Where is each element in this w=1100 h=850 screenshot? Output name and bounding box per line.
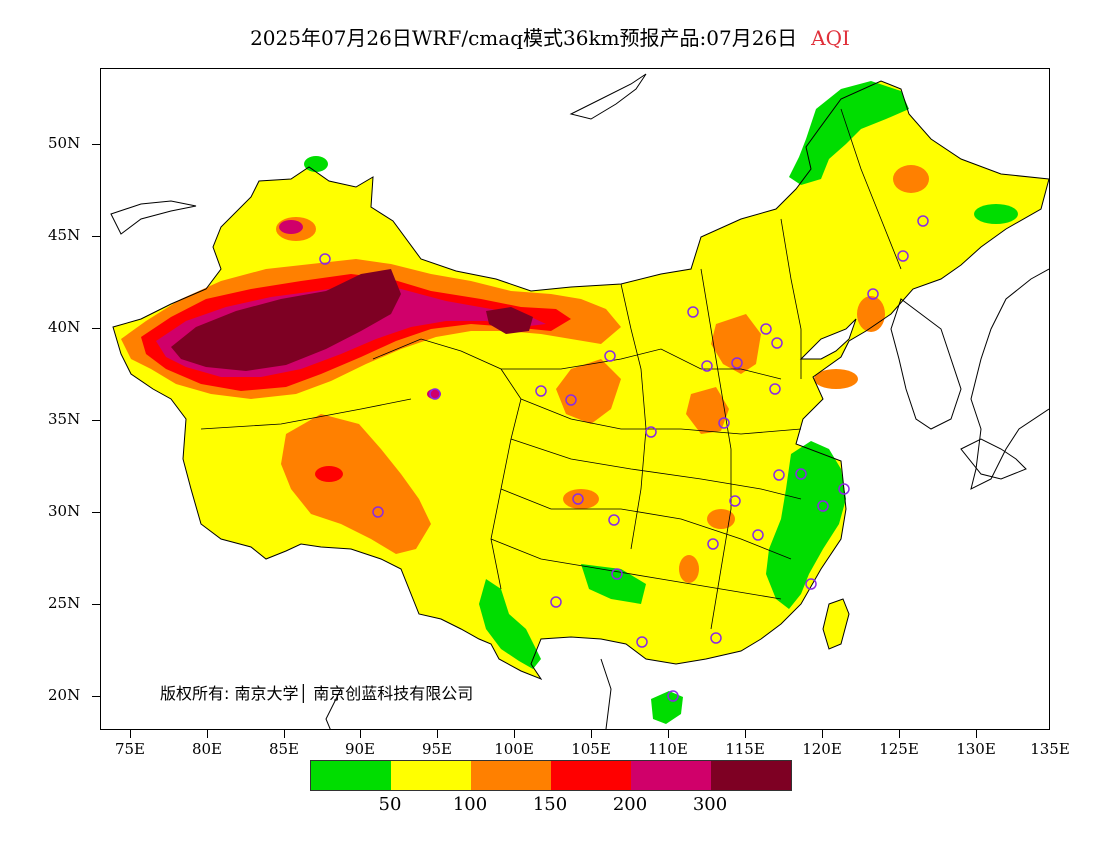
x-tick	[899, 730, 900, 738]
legend-swatch-maroon	[711, 761, 791, 790]
region-orange-hunan	[707, 509, 735, 529]
x-tick-label: 135E	[1030, 740, 1070, 758]
coastline-bohai	[799, 318, 857, 360]
y-tick	[92, 420, 100, 421]
x-tick-label: 105E	[571, 740, 611, 758]
x-tick-label: 120E	[802, 740, 842, 758]
region-maroon-east	[486, 307, 533, 334]
x-tick-label: 100E	[494, 740, 534, 758]
y-tick	[92, 236, 100, 237]
y-tick-label: 30N	[48, 502, 81, 520]
title-text: 2025年07月26日WRF/cmaq模式36km预报产品:07月26日	[250, 26, 798, 50]
outline-balkhash	[110, 200, 197, 235]
x-tick-label: 75E	[114, 740, 146, 758]
outline-japan	[960, 268, 1049, 490]
region-orange-hebei	[711, 314, 761, 374]
color-legend	[310, 760, 792, 791]
region-orange-liaoning	[857, 296, 885, 332]
region-green-taiwan	[822, 598, 850, 650]
y-tick	[92, 328, 100, 329]
x-tick	[591, 730, 592, 738]
x-tick-label: 85E	[268, 740, 300, 758]
x-tick	[130, 730, 131, 738]
legend-label: 200	[612, 794, 648, 815]
legend-label: 150	[532, 794, 568, 815]
legend-swatch-yellow	[391, 761, 471, 790]
region-green-east	[766, 441, 846, 609]
region-red-small-tibet	[315, 466, 343, 482]
x-tick	[668, 730, 669, 738]
region-maroon-core	[171, 269, 401, 371]
x-tick	[360, 730, 361, 738]
region-orange-henan	[686, 387, 729, 434]
chart-title: 2025年07月26日WRF/cmaq模式36km预报产品:07月26日 AQI	[0, 22, 1100, 51]
region-green-guangxi	[581, 564, 646, 604]
outline-sakhalin	[569, 73, 647, 120]
legend-swatch-red	[551, 761, 631, 790]
x-tick-label: 80E	[191, 740, 223, 758]
y-tick-label: 35N	[48, 410, 81, 428]
x-tick-label: 115E	[725, 740, 765, 758]
x-tick-label: 90E	[344, 740, 376, 758]
region-green-small-nw	[304, 156, 328, 172]
map-frame	[100, 68, 1050, 730]
copyright-note: 版权所有: 南京大学│ 南京创蓝科技有限公司	[160, 684, 474, 703]
x-tick	[437, 730, 438, 738]
region-magenta-ne	[279, 220, 303, 234]
region-orange-tibet	[281, 414, 431, 554]
region-orange-shandong	[814, 369, 858, 389]
region-orange-guangdong	[679, 555, 699, 583]
outline-korea	[890, 298, 962, 430]
region-green-yunnan	[479, 579, 541, 669]
y-tick	[92, 144, 100, 145]
x-tick-label: 95E	[421, 740, 453, 758]
aqi-map	[110, 73, 1049, 729]
legend-swatch-magenta	[631, 761, 711, 790]
china-border	[112, 80, 1049, 681]
y-tick	[92, 512, 100, 513]
y-tick-label: 45N	[48, 226, 81, 244]
x-tick	[284, 730, 285, 738]
x-tick	[822, 730, 823, 738]
x-tick	[514, 730, 515, 738]
x-tick-label: 110E	[648, 740, 688, 758]
legend-label: 100	[452, 794, 488, 815]
legend-swatch-orange	[471, 761, 551, 790]
x-tick	[976, 730, 977, 738]
outline-vietnam	[325, 658, 612, 729]
region-green-hainan	[651, 691, 683, 724]
y-tick-label: 25N	[48, 594, 81, 612]
province-lines	[200, 108, 902, 630]
y-tick	[92, 604, 100, 605]
x-tick-label: 130E	[956, 740, 996, 758]
legend-label: 300	[692, 794, 728, 815]
y-tick-label: 50N	[48, 134, 81, 152]
x-tick-label: 125E	[879, 740, 919, 758]
region-orange-central	[556, 359, 621, 424]
y-tick-label: 20N	[48, 686, 81, 704]
y-tick	[92, 696, 100, 697]
x-tick	[745, 730, 746, 738]
y-tick-label: 40N	[48, 318, 81, 336]
region-green-small-ne	[974, 204, 1018, 224]
region-orange-sichuan	[563, 489, 599, 509]
region-orange-ne	[893, 165, 929, 193]
variable-label: AQI	[811, 26, 850, 50]
x-tick	[207, 730, 208, 738]
station-markers	[319, 215, 929, 702]
legend-label: 50	[378, 794, 402, 815]
legend-swatch-green	[311, 761, 391, 790]
